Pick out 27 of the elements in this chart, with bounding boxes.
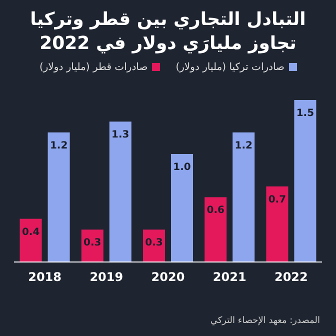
bar — [48, 132, 70, 262]
data-label: 0.6 — [206, 205, 224, 216]
bar — [20, 218, 42, 262]
x-tick-label: 2021 — [212, 270, 246, 284]
bar — [232, 132, 255, 262]
data-label: 1.3 — [112, 130, 130, 141]
data-label: 0.3 — [145, 238, 163, 249]
legend-label: صادرات تركيا (مليار دولار) — [176, 62, 285, 73]
bar — [266, 186, 288, 262]
x-tick-label: 2018 — [28, 270, 62, 284]
text: المصدر: معهد الإحصاء التركي — [210, 316, 320, 326]
data-label: 0.3 — [84, 238, 102, 249]
bar — [204, 197, 227, 262]
legend-label: صادرات قطر (مليار دولار) — [39, 62, 148, 73]
bar — [294, 100, 316, 262]
data-label: 0.4 — [22, 226, 40, 238]
x-tick-label: 2020 — [151, 270, 185, 284]
bar — [171, 154, 193, 262]
data-label: 0.7 — [268, 194, 286, 206]
x-tick-label: 2022 — [274, 270, 308, 284]
chart-title: التبادل التجاري بين قطر وتركيا تجاوز مليارَي دولار في 2022 — [29, 8, 307, 56]
data-label: 1.2 — [50, 140, 68, 152]
data-label: 1.5 — [296, 108, 314, 119]
data-label: 1.2 — [234, 140, 252, 152]
data-label: 1.0 — [173, 162, 191, 173]
bar — [109, 122, 132, 262]
x-tick-label: 2019 — [90, 270, 124, 284]
